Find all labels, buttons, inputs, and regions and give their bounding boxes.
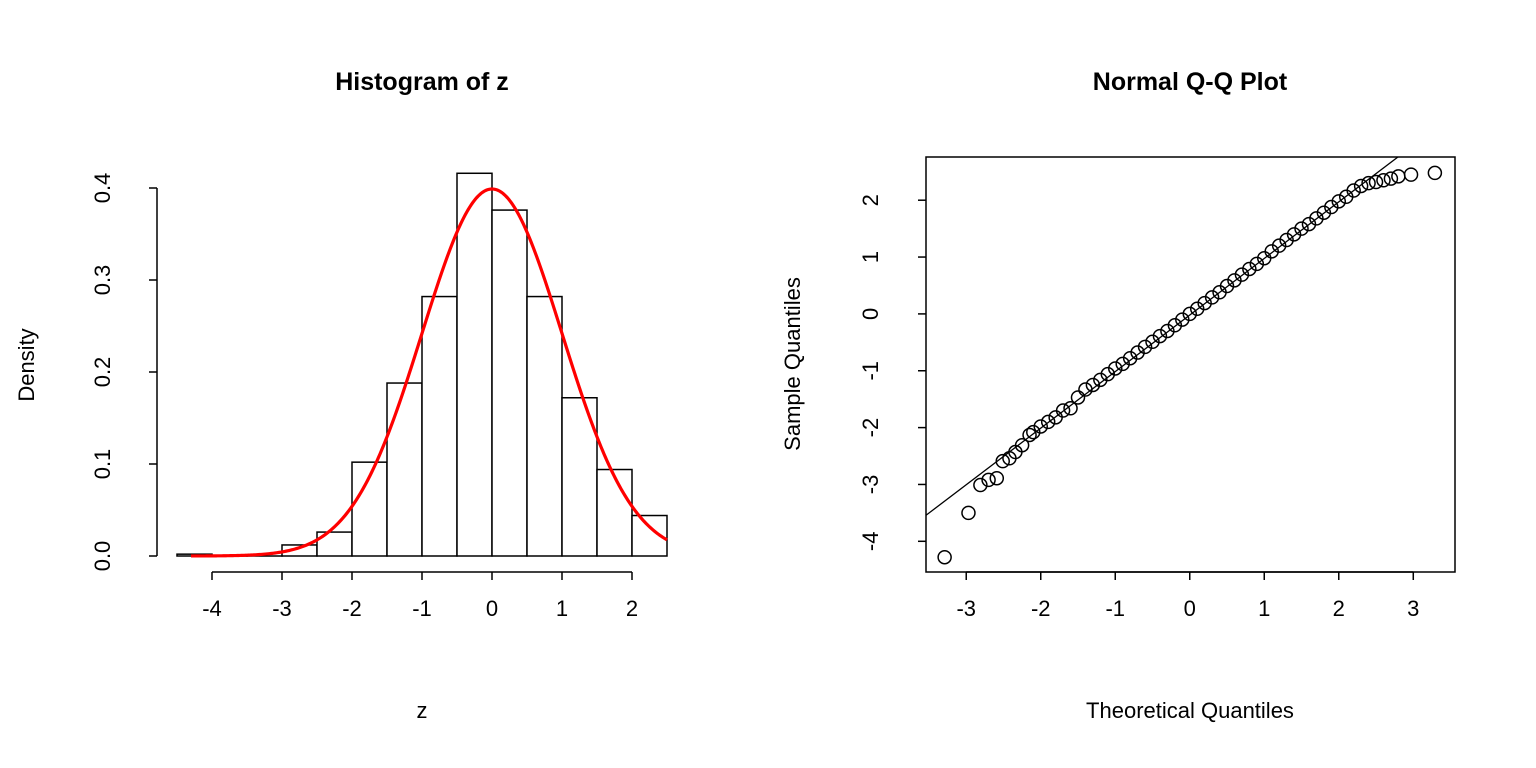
histogram-title: Histogram of z	[335, 68, 509, 96]
qq-point	[1107, 361, 1123, 376]
x-tick-label: -3	[956, 596, 976, 621]
qq-point	[1152, 328, 1168, 344]
qq-point	[1040, 414, 1056, 430]
histogram-xlabel: z	[417, 698, 428, 723]
qq-point	[1391, 169, 1406, 184]
qq-point	[1361, 175, 1376, 191]
qq-point	[1204, 290, 1220, 305]
qq-axes: -3 -2 -1 0 1 2 3 -4 -3 -2 -1 0 1 2	[858, 194, 1419, 621]
x-tick-label: -1	[1105, 596, 1125, 621]
x-tick-label: -3	[272, 596, 292, 621]
normal-density-curve	[191, 187, 668, 558]
y-tick-label: -3	[858, 475, 883, 495]
y-tick-label: 0.0	[90, 541, 115, 572]
qq-point	[1346, 183, 1361, 198]
x-tick-label: 1	[1258, 596, 1270, 621]
y-tick-label: -4	[858, 532, 883, 552]
qq-point	[1137, 339, 1153, 355]
x-tick-label: 3	[1407, 596, 1419, 621]
histogram-bar	[351, 461, 388, 557]
x-tick-label: 2	[1333, 596, 1345, 621]
y-tick-label: 1	[858, 251, 883, 263]
qq-panel: Normal Q-Q Plot Theoretical Quantiles Sa…	[780, 68, 1456, 723]
qq-point	[1063, 401, 1078, 416]
x-tick-label: -1	[412, 596, 432, 621]
qq-point	[1070, 390, 1086, 405]
histogram-axes: -4 -3 -2 -1 0 1 2 0.0 0.1 0.2 0.3 0.4	[90, 173, 638, 621]
histogram-ylabel: Density	[14, 328, 39, 401]
histogram-bar	[526, 295, 563, 557]
histogram-bar	[421, 295, 458, 557]
x-tick-label: -4	[202, 596, 222, 621]
y-tick-label: -2	[858, 418, 883, 438]
qq-point	[1331, 194, 1347, 209]
x-tick-label: 1	[556, 596, 568, 621]
qq-point	[973, 477, 988, 493]
qq-point	[1376, 173, 1391, 188]
y-tick-label: 0	[858, 308, 883, 320]
qq-point	[1055, 403, 1071, 418]
qq-point	[1403, 167, 1419, 182]
qq-point	[1078, 382, 1093, 397]
histogram-bar	[596, 468, 633, 557]
x-tick-label: 2	[626, 596, 638, 621]
x-tick-label: -2	[342, 596, 362, 621]
qq-plot-box	[925, 156, 1456, 573]
qq-point	[1242, 261, 1257, 277]
x-tick-label: 0	[486, 596, 498, 621]
x-tick-label: 0	[1184, 596, 1196, 621]
x-tick-label: -2	[1031, 596, 1051, 621]
qq-point	[937, 549, 952, 565]
histogram-bar	[386, 382, 423, 557]
qq-point	[1368, 174, 1384, 190]
qq-point	[1085, 377, 1101, 393]
qq-point	[1033, 419, 1048, 434]
qq-point	[1353, 178, 1369, 194]
qq-point	[989, 470, 1005, 486]
qq-ylabel: Sample Quantiles	[780, 277, 805, 451]
histogram-bar	[491, 209, 528, 557]
qq-point	[1294, 221, 1309, 236]
y-tick-label: 0.2	[90, 357, 115, 388]
qq-points	[926, 157, 1443, 565]
qq-point	[1022, 427, 1037, 443]
qq-point	[995, 453, 1010, 469]
qq-point	[1383, 171, 1399, 186]
y-tick-label: 0.3	[90, 265, 115, 296]
y-tick-label: -1	[858, 361, 883, 381]
qq-title: Normal Q-Q Plot	[1093, 68, 1288, 96]
qq-point	[1182, 306, 1198, 322]
y-tick-label: 0.4	[90, 173, 115, 204]
qq-point	[1427, 165, 1443, 181]
histogram-panel: Histogram of z z Density -4 -3 -2 -1 0 1 2 0.0 0…	[14, 68, 668, 723]
qq-xlabel: Theoretical Quantiles	[1086, 698, 1294, 723]
qq-point	[1014, 437, 1030, 453]
qq-point	[961, 505, 976, 521]
y-tick-label: 0.1	[90, 449, 115, 480]
qq-reference-line	[926, 157, 1400, 516]
y-tick-label: 2	[858, 194, 883, 206]
qq-point	[981, 472, 996, 488]
histogram-bars	[176, 172, 668, 558]
histogram-bar	[456, 172, 493, 557]
